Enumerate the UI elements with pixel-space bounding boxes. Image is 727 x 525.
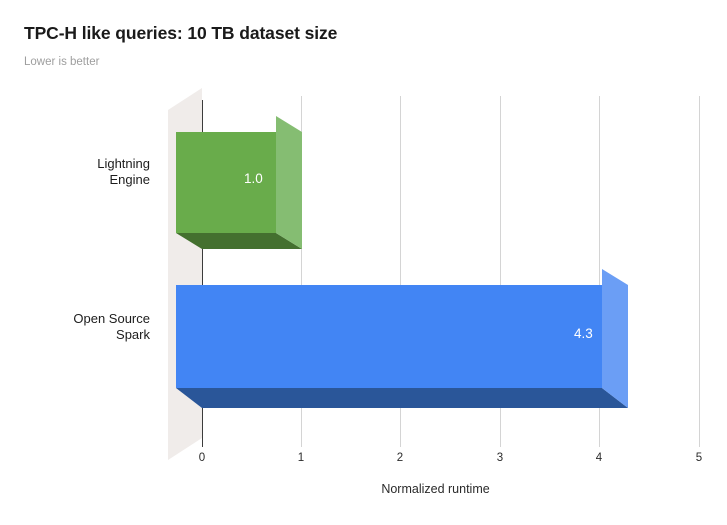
bar-open-source-spark[interactable]: [176, 267, 656, 412]
category-label-open-source-spark: Open Source Spark: [10, 311, 150, 343]
x-axis-title: Normalized runtime: [0, 482, 727, 496]
bar-bottom-face-blue: [176, 388, 628, 408]
bar-value-lightning-engine: 1.0: [244, 171, 263, 186]
x-axis-title-text: Normalized runtime: [381, 482, 490, 496]
xtick-label-5: 5: [695, 452, 703, 464]
category-label-line2: Spark: [116, 327, 150, 342]
xtick-label-1: 1: [297, 452, 305, 464]
category-label-line1: Open Source: [73, 311, 150, 326]
bar-bottom-face-green: [176, 233, 302, 249]
bar-side-face-blue: [602, 269, 628, 408]
bar-value-open-source-spark: 4.3: [574, 326, 593, 341]
chart-title: TPC-H like queries: 10 TB dataset size: [24, 23, 338, 43]
xtick-label-0: 0: [198, 452, 206, 464]
xtick-label-3: 3: [496, 452, 504, 464]
bar-side-face-green: [276, 116, 302, 249]
category-label-line1: Lightning: [97, 156, 150, 171]
gridline-3: [500, 96, 501, 447]
gridline-0: [202, 100, 203, 447]
gridline-5: [699, 96, 700, 447]
xtick-label-2: 2: [396, 452, 404, 464]
category-label-lightning-engine: Lightning Engine: [10, 156, 150, 188]
bar-front-face-green: [176, 132, 276, 233]
gridline-4: [599, 96, 600, 447]
xtick-label-4: 4: [595, 452, 603, 464]
gridline-1: [301, 96, 302, 447]
bar-lightning-engine[interactable]: [176, 114, 326, 254]
bar-front-face-blue: [176, 285, 602, 388]
gridline-2: [400, 96, 401, 447]
chart-subtitle: Lower is better: [24, 56, 100, 68]
category-label-line2: Engine: [109, 172, 150, 187]
